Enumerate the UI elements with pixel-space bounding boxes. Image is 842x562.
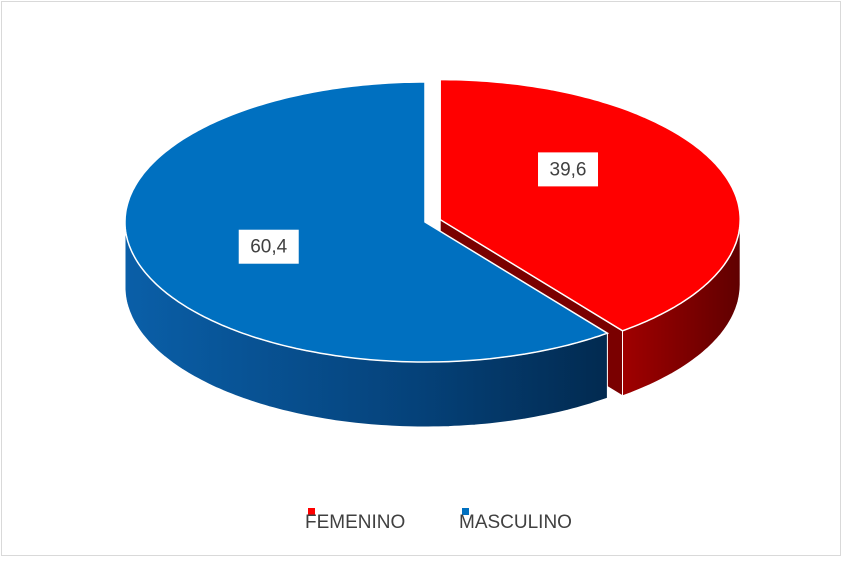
slice — [124, 81, 610, 363]
slice — [439, 78, 741, 332]
data-label-box — [538, 152, 599, 187]
legend-swatch — [462, 508, 469, 515]
data-label: 39,6 — [550, 159, 587, 180]
data-label-box — [238, 229, 299, 264]
legend-swatch — [308, 508, 315, 515]
data-label: 60,4 — [250, 237, 287, 258]
legend-label: FEMENINO — [305, 512, 405, 533]
legend-label: MASCULINO — [459, 512, 572, 533]
